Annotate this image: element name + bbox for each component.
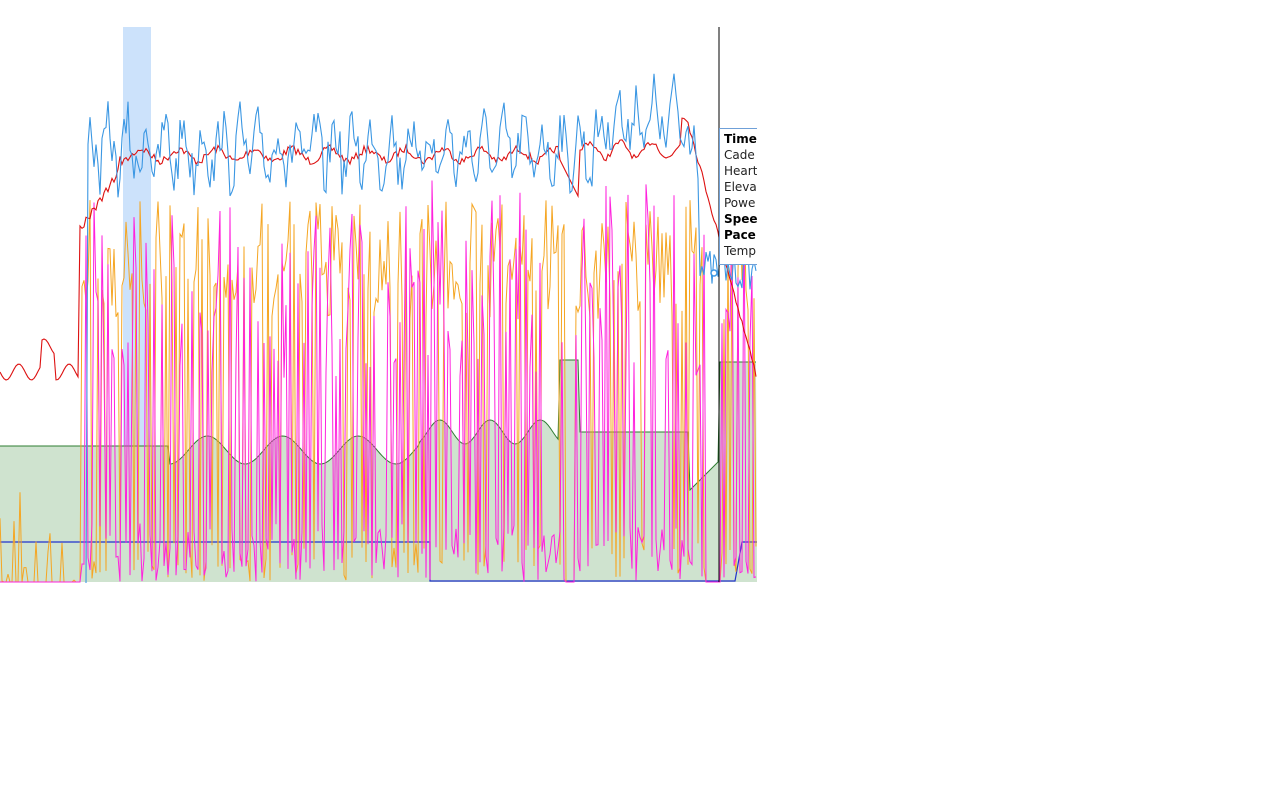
speed-line [85,73,757,583]
activity-chart[interactable]: Time Cade Heart Eleva Powe Spee Pace Tem… [0,0,757,583]
cadence-line [0,200,757,583]
power-line [0,180,757,583]
tooltip-row-temp: Temp [724,244,756,258]
tooltip-row-pace: Pace [724,228,756,242]
data-tooltip: Time Cade Heart Eleva Powe Spee Pace Tem… [719,128,757,265]
tooltip-row-cadence: Cade [724,148,755,162]
tooltip-row-speed: Spee [724,212,757,226]
elevation-area [0,360,757,582]
tooltip-row-time: Time [724,132,757,146]
hover-marker [710,269,718,277]
heart-rate-line [0,117,757,381]
tooltip-row-elevation: Eleva [724,180,757,194]
temperature-line [0,541,757,582]
elevation-line [0,359,756,492]
tooltip-row-power: Powe [724,196,756,210]
tooltip-row-heart: Heart [724,164,757,178]
